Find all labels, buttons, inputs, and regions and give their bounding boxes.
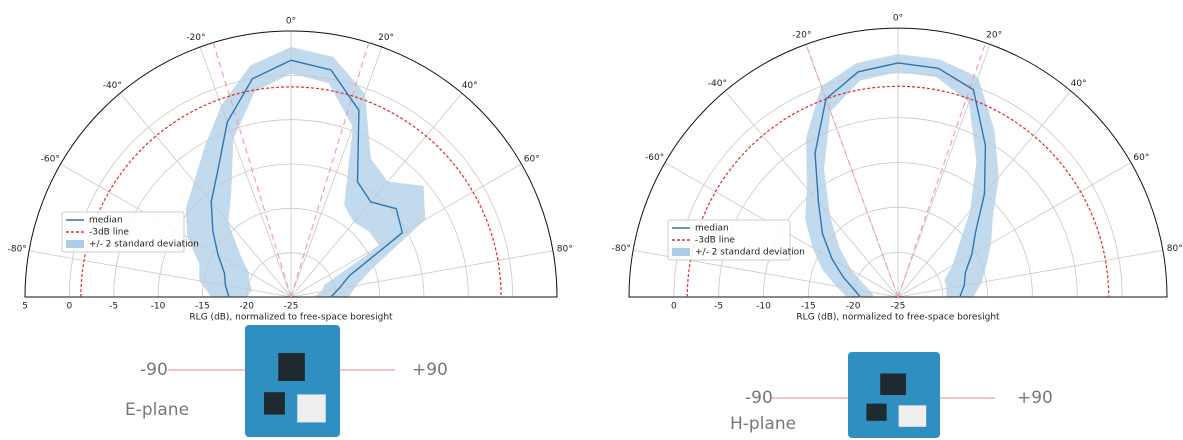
std-band <box>805 54 999 298</box>
theta-tick-label: -20° <box>792 30 811 40</box>
chip <box>264 392 285 415</box>
grid-spoke <box>28 250 292 298</box>
r-tick-label: -10 <box>756 302 771 312</box>
theta-tick-label: 60° <box>1133 153 1149 163</box>
qr-label <box>898 405 927 427</box>
legend-box <box>61 211 185 253</box>
legend-label: median <box>89 216 123 226</box>
theta-tick-label: 40° <box>462 81 478 91</box>
r-tick-label: -25 <box>284 302 299 312</box>
chip <box>866 403 887 421</box>
beam-line <box>805 44 899 298</box>
grid-spoke <box>724 90 899 298</box>
r-tick-label: -5 <box>109 302 118 312</box>
grid-spoke <box>897 249 1163 298</box>
theta-tick-label: 20° <box>378 33 394 43</box>
grid-spoke <box>199 46 292 298</box>
r-tick-label: -10 <box>151 302 166 312</box>
r-tick-label: 0 <box>671 302 677 312</box>
theta-tick-label: 0° <box>893 14 903 24</box>
outer-axis <box>628 27 1168 298</box>
board-plane: E-plane <box>125 400 189 420</box>
theta-tick-label: 80° <box>557 245 573 255</box>
minus3db-line <box>80 86 502 298</box>
theta-tick-label: -40° <box>708 79 727 89</box>
grid-spoke <box>897 162 1132 298</box>
theta-tick-label: 80° <box>1167 244 1183 254</box>
qr-label <box>297 394 326 423</box>
r-tick-label: -25 <box>891 302 906 312</box>
grid-spoke <box>290 46 383 298</box>
theta-tick-label: -20° <box>186 33 205 43</box>
legend-swatch <box>66 240 84 248</box>
board-plane: H-plane <box>730 414 796 434</box>
theta-tick-label: 0° <box>286 17 296 27</box>
theta-tick-label: 60° <box>524 155 540 165</box>
x-axis-label: RLG (dB), normalized to free-space bores… <box>189 313 393 323</box>
theta-tick-label: -40° <box>103 81 122 91</box>
legend-label: +/- 2 standard deviation <box>695 248 805 258</box>
theta-tick-label: -60° <box>41 155 60 165</box>
theta-tick-label: -80° <box>8 245 27 255</box>
grid-spoke <box>897 44 991 298</box>
legend-label: +/- 2 standard deviation <box>89 240 199 250</box>
theta-tick-label: -60° <box>645 153 664 163</box>
median-line <box>814 62 987 298</box>
legend-box <box>667 219 791 261</box>
grid-spoke <box>290 92 463 298</box>
grid-spoke <box>290 163 522 298</box>
beam-line <box>212 42 292 298</box>
board-right: +90 <box>1017 388 1053 408</box>
board-right: +90 <box>412 360 448 380</box>
theta-tick-label: 40° <box>1071 79 1087 89</box>
x-axis-label: RLG (dB), normalized to free-space bores… <box>796 313 1000 323</box>
theta-tick-label: 20° <box>986 30 1002 40</box>
minus3db-line <box>686 85 1110 298</box>
board-left: -90 <box>745 388 773 408</box>
board-left: -90 <box>140 360 168 380</box>
median-line <box>210 59 404 298</box>
legend-label: median <box>695 224 729 234</box>
chip <box>278 353 305 381</box>
r-tick-label: -20 <box>239 302 254 312</box>
legend-label: -3dB line <box>695 236 735 246</box>
grid-spoke <box>290 250 554 298</box>
chip <box>880 373 906 395</box>
legend-swatch <box>672 248 690 256</box>
grid-spoke <box>119 92 292 298</box>
theta-tick-label: -80° <box>612 244 631 254</box>
r-tick-label: -20 <box>846 302 861 312</box>
std-band <box>185 46 426 298</box>
r-tick-label: -15 <box>195 302 210 312</box>
outer-axis <box>24 30 558 298</box>
r-tick-label: -15 <box>801 302 816 312</box>
r-tick-label: 0 <box>66 302 72 312</box>
legend-label: -3dB line <box>89 228 129 238</box>
beam-line <box>897 42 987 298</box>
r-tick-label: 5 <box>22 302 28 312</box>
beam-line <box>290 42 370 298</box>
r-tick-label: -5 <box>714 302 723 312</box>
